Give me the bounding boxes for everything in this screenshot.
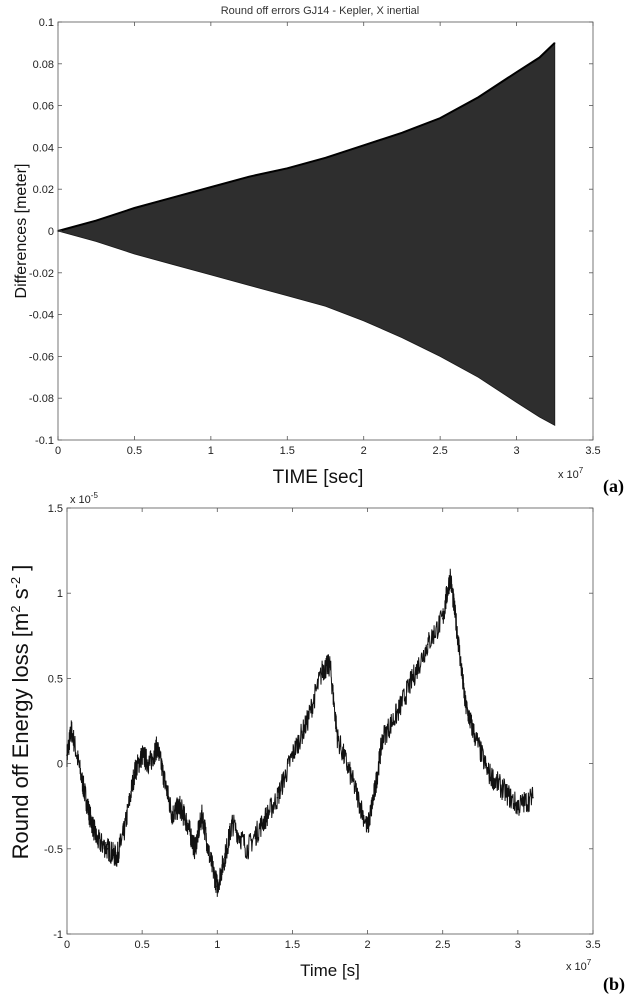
y-tick-label: 1: [57, 588, 63, 600]
chart-a-y-ticks: 0.1 0.08 0.06 0.04 0.02 0 -0.02 -0.04 -0.06 -0.08…: [29, 17, 593, 447]
y-tick-label: -0.1: [35, 435, 54, 447]
y-tick-label: 0: [48, 226, 54, 238]
chart-b-x-exponent-base: x 10: [566, 961, 587, 973]
chart-b-x-exponent: x 107: [566, 958, 592, 973]
chart-b-y-exponent-power: -5: [91, 491, 99, 500]
y-tick-label: 0: [57, 759, 63, 771]
y-tick-label: -0.04: [29, 310, 54, 322]
y-tick-label: -0.5: [44, 844, 63, 856]
x-tick-label: 2.5: [435, 939, 450, 951]
chart-b-y-exponent-base: x 10: [70, 494, 91, 506]
x-tick-label: 3: [515, 939, 521, 951]
x-tick-label: 3.5: [585, 939, 600, 951]
chart-b-y-label-sup2: -2: [8, 577, 23, 589]
y-tick-label: 0.06: [33, 101, 54, 113]
y-tick-label: 0.04: [33, 142, 54, 154]
x-tick-label: 3.5: [585, 445, 600, 457]
chart-a-band-edge: [57, 42, 556, 232]
x-tick-label: 2.5: [432, 445, 447, 457]
x-tick-label: 1: [214, 939, 220, 951]
x-tick-label: 1.5: [285, 939, 300, 951]
chart-b-energy-line: [66, 568, 534, 897]
y-tick-label: -0.06: [29, 351, 54, 363]
chart-a-error-band: [56, 41, 556, 427]
chart-b-y-ticks: 1.5 1 0.5 0 -0.5 -1: [44, 503, 593, 941]
y-tick-label: 0.02: [33, 184, 54, 196]
x-tick-label: 0: [64, 939, 70, 951]
chart-b-y-label-sup1: 2: [8, 606, 23, 613]
chart-b-plot-area: [66, 507, 594, 935]
chart-a-title: Round off errors GJ14 - Kepler, X inerti…: [221, 5, 420, 17]
chart-b-y-exponent: x 10-5: [70, 491, 98, 506]
y-tick-label: 0.1: [39, 17, 54, 29]
y-tick-label: -1: [53, 929, 63, 941]
chart-b-energy-noise: [66, 575, 534, 888]
chart-a-panel-label: (a): [603, 476, 624, 497]
chart-b-x-label: Time [s]: [300, 961, 360, 980]
y-tick-label: 0.08: [33, 59, 54, 71]
chart-b-y-label-unit: s: [8, 588, 33, 605]
chart-a: Round off errors GJ14 - Kepler, X inerti…: [13, 5, 624, 497]
chart-b: 0 0.5 1 1.5 2 2.5 3 3.5 1.5 1 0.5 0 -0.5 -1 Time [s]…: [8, 491, 625, 995]
x-tick-label: 0.5: [134, 939, 149, 951]
x-tick-label: 0: [55, 445, 61, 457]
x-tick-label: 3: [514, 445, 520, 457]
chart-b-panel-label: (b): [603, 974, 625, 995]
chart-b-y-label: Round off Energy loss [m2 s-2 ]: [8, 565, 33, 860]
chart-a-x-exponent: x 107: [558, 466, 584, 481]
chart-b-x-ticks: 0 0.5 1 1.5 2 2.5 3 3.5: [64, 508, 601, 951]
y-tick-label: -0.02: [29, 268, 54, 280]
x-tick-label: 2: [365, 939, 371, 951]
x-tick-label: 1.5: [280, 445, 295, 457]
chart-b-y-label-text: Round off Energy loss [m: [8, 613, 33, 860]
chart-b-x-exponent-power: 7: [587, 958, 592, 967]
x-tick-label: 1: [208, 445, 214, 457]
chart-a-x-exponent-base: x 10: [558, 469, 579, 481]
y-tick-label: 1.5: [48, 503, 63, 515]
chart-a-y-label: Differences [meter]: [13, 164, 30, 299]
chart-a-x-label: TIME [sec]: [273, 467, 364, 488]
y-tick-label: 0.5: [48, 673, 63, 685]
chart-a-x-exponent-power: 7: [579, 466, 584, 475]
x-tick-label: 0.5: [127, 445, 142, 457]
y-tick-label: -0.08: [29, 393, 54, 405]
chart-b-y-label-close: ]: [8, 565, 33, 577]
x-tick-label: 2: [361, 445, 367, 457]
chart-a-x-ticks: 0 0.5 1 1.5 2 2.5 3 3.5: [55, 22, 601, 457]
